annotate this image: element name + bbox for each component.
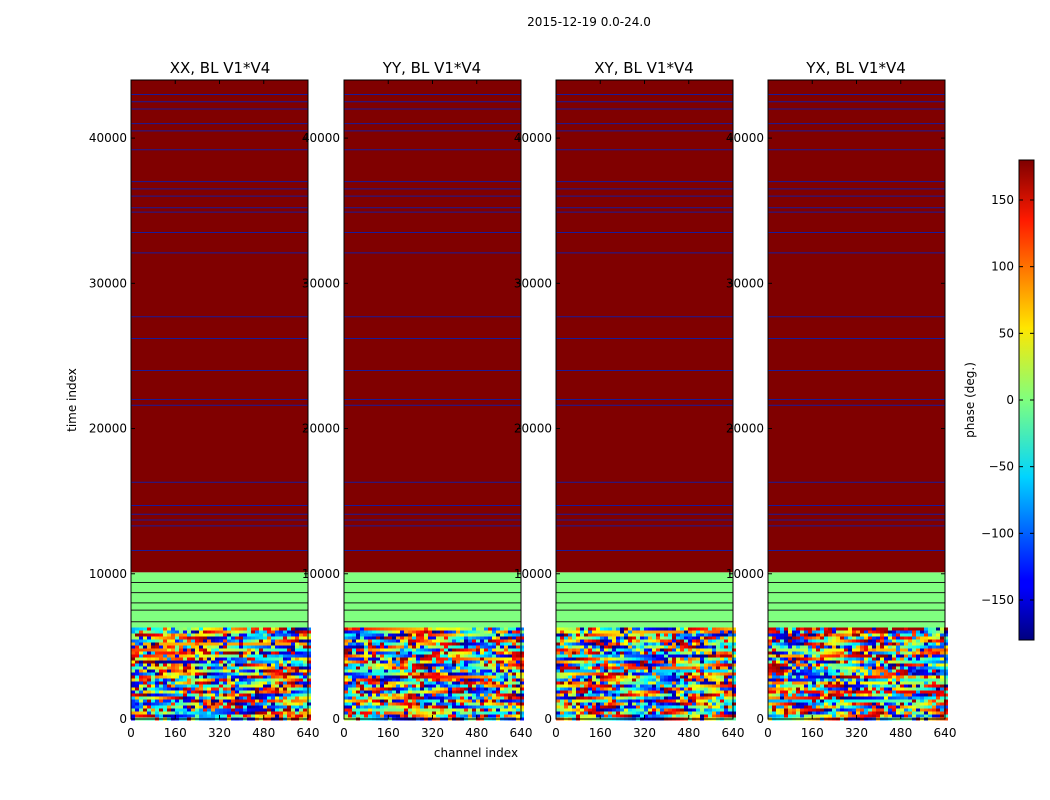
plot-frame [555, 79, 734, 720]
y-tick-label: 10000 [726, 567, 764, 581]
x-tick-label: 0 [340, 726, 348, 740]
panel-yy: YY, BL V1*V4 channel index 0 160 320 480 640… [302, 59, 533, 760]
y-tick-label: 30000 [514, 276, 552, 290]
colorbar-tick-label: −50 [989, 460, 1014, 474]
x-tick-label: 160 [801, 726, 824, 740]
x-tick-label: 0 [127, 726, 135, 740]
colorbar-tick-label: 50 [999, 326, 1014, 340]
panel-yx: YX, BL V1*V4 0 160 320 480 640 0 10000 20000 300… [726, 59, 957, 740]
noisy-phase-band [344, 627, 524, 721]
uniform-phase-band [768, 572, 945, 628]
x-tick-label: 160 [589, 726, 612, 740]
y-tick-label: 20000 [726, 422, 764, 436]
y-tick-label: 10000 [514, 567, 552, 581]
panel-title: YX, BL V1*V4 [805, 59, 906, 77]
x-tick-label: 640 [510, 726, 533, 740]
y-tick-label: 0 [756, 712, 764, 726]
x-tick-label: 480 [252, 726, 275, 740]
x-tick-label: 160 [164, 726, 187, 740]
panel-xx: XX, BL V1*V4 time index 0 160 320 480 640 0 10… [65, 59, 319, 740]
y-tick-label: 10000 [302, 567, 340, 581]
y-tick-label: 30000 [726, 276, 764, 290]
y-tick-label: 0 [544, 712, 552, 726]
x-tick-label: 480 [465, 726, 488, 740]
x-tick-label: 0 [764, 726, 772, 740]
uniform-phase-band [131, 80, 308, 573]
panel-xy: XY, BL V1*V4 0 160 320 480 640 0 10000 20000 300… [514, 59, 745, 740]
y-tick-label: 10000 [89, 567, 127, 581]
uniform-phase-band [344, 572, 521, 628]
axis-ticks: 0 160 320 480 640 0 10000 20000 30000 40000 [302, 80, 533, 740]
y-tick-label: 30000 [89, 276, 127, 290]
colorbar-ticks: 150 100 50 0 −50 −100 −150 [981, 193, 1034, 607]
y-tick-label: 40000 [89, 131, 127, 145]
heatmap-cells [131, 80, 311, 721]
noisy-phase-band [131, 627, 311, 721]
x-tick-label: 320 [845, 726, 868, 740]
uniform-phase-band [344, 80, 521, 573]
y-tick-label: 20000 [89, 422, 127, 436]
x-tick-label: 320 [208, 726, 231, 740]
y-tick-label: 0 [332, 712, 340, 726]
figure-suptitle: 2015-12-19 0.0-24.0 [527, 15, 651, 29]
y-tick-label: 40000 [302, 131, 340, 145]
x-tick-label: 320 [421, 726, 444, 740]
plot-frame [767, 79, 946, 720]
y-tick-label: 40000 [514, 131, 552, 145]
y-axis-label: time index [65, 368, 79, 432]
colorbar-tick-label: 100 [991, 260, 1014, 274]
y-tick-label: 40000 [726, 131, 764, 145]
y-tick-label: 20000 [302, 422, 340, 436]
plot-frame [343, 79, 522, 720]
x-tick-label: 480 [677, 726, 700, 740]
y-tick-label: 30000 [302, 276, 340, 290]
x-tick-label: 480 [889, 726, 912, 740]
y-tick-label: 0 [119, 712, 127, 726]
panel-title: YY, BL V1*V4 [382, 59, 481, 77]
uniform-phase-band [131, 572, 308, 628]
uniform-phase-band [556, 80, 733, 573]
uniform-phase-band [556, 572, 733, 628]
y-tick-label: 20000 [514, 422, 552, 436]
panel-title: XY, BL V1*V4 [594, 59, 694, 77]
x-tick-label: 320 [633, 726, 656, 740]
x-tick-label: 640 [297, 726, 320, 740]
x-tick-label: 640 [722, 726, 745, 740]
x-axis-label: channel index [434, 746, 518, 760]
x-tick-label: 160 [377, 726, 400, 740]
noisy-phase-band [556, 627, 736, 721]
heatmap-cells [344, 80, 524, 721]
colorbar-tick-label: −100 [981, 526, 1014, 540]
colorbar-tick-label: −150 [981, 593, 1014, 607]
uniform-phase-band [768, 80, 945, 573]
x-tick-label: 0 [552, 726, 560, 740]
colorbar-tick-label: 0 [1006, 393, 1014, 407]
colorbar-tick-label: 150 [991, 193, 1014, 207]
panel-title: XX, BL V1*V4 [170, 59, 271, 77]
axis-ticks: 0 160 320 480 640 0 10000 20000 30000 40000 [89, 80, 320, 740]
heatmap-cells [768, 80, 948, 721]
noisy-phase-band [768, 627, 948, 721]
axis-ticks: 0 160 320 480 640 0 10000 20000 30000 40000 [726, 80, 957, 740]
heatmap-cells [556, 80, 736, 721]
colorbar: 150 100 50 0 −50 −100 −150 phase (deg.) [963, 159, 1035, 641]
colorbar-label: phase (deg.) [963, 362, 977, 438]
plot-frame [130, 79, 309, 720]
x-tick-label: 640 [934, 726, 957, 740]
